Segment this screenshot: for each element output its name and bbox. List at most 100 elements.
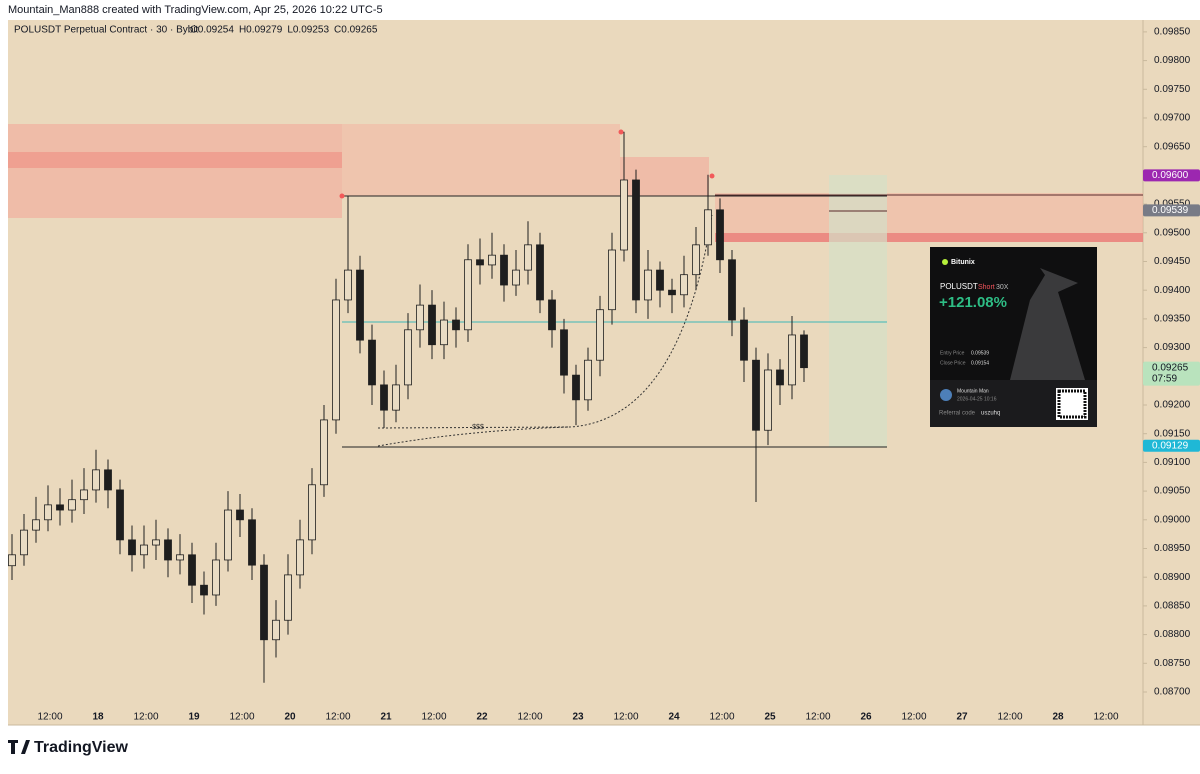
candle-body bbox=[20, 529, 28, 556]
x-tick-label: 12:00 bbox=[37, 712, 62, 723]
x-tick-label: 27 bbox=[956, 712, 968, 723]
supply-zone bbox=[342, 124, 620, 196]
x-tick-label: 12:00 bbox=[517, 712, 542, 723]
price-label: 0.09265 bbox=[1152, 362, 1189, 373]
y-tick-label: 0.08950 bbox=[1154, 543, 1191, 554]
candle-body bbox=[200, 584, 208, 596]
price-label: 0.09539 bbox=[1152, 205, 1189, 216]
y-tick-label: 0.09400 bbox=[1154, 285, 1191, 296]
pnl-card: Bitunix POLUSDT Short 30X +121.08% Entry… bbox=[930, 247, 1097, 427]
price-label-bg bbox=[1143, 361, 1200, 386]
candle-body bbox=[620, 179, 628, 251]
y-tick-label: 0.09550 bbox=[1154, 199, 1191, 210]
x-tick-label: 12:00 bbox=[805, 712, 830, 723]
chart-title: POLUSDT Perpetual Contract · 30 · Bybit bbox=[14, 25, 199, 36]
candle-body bbox=[104, 469, 112, 491]
supply-zone-core bbox=[8, 152, 342, 168]
liquidity-line bbox=[377, 426, 571, 429]
candle-body bbox=[212, 559, 220, 596]
y-tick-label: 0.09100 bbox=[1154, 457, 1191, 468]
candle-body bbox=[224, 509, 232, 561]
x-tick-label: 20 bbox=[284, 712, 296, 723]
x-tick-label: 12:00 bbox=[1093, 712, 1118, 723]
card-entry-label: Entry Price bbox=[940, 350, 965, 356]
x-axis: 12:00 18 12:00 19 12:00 20 12:00 21 12:00 22 12:00… bbox=[37, 712, 1118, 723]
card-close-label: Close Price bbox=[940, 360, 966, 366]
candle-body bbox=[680, 274, 688, 296]
x-tick-label: 22 bbox=[476, 712, 488, 723]
x-tick-label: 12:00 bbox=[421, 712, 446, 723]
candle-body bbox=[668, 289, 676, 296]
candle-body bbox=[248, 519, 256, 566]
qr-pattern bbox=[1057, 389, 1087, 419]
x-tick-label: 12:00 bbox=[325, 712, 350, 723]
ohlc-value: O0.09254 bbox=[190, 25, 234, 36]
swing-dot bbox=[618, 129, 624, 135]
price-label: 0.09129 bbox=[1152, 440, 1189, 451]
candle-body bbox=[260, 564, 268, 641]
price-label-bg bbox=[1143, 169, 1200, 182]
candle-body bbox=[560, 329, 568, 376]
y-tick-label: 0.08800 bbox=[1154, 629, 1191, 640]
candle-body bbox=[392, 384, 400, 411]
candle-body bbox=[416, 304, 424, 331]
candle-body bbox=[440, 319, 448, 346]
candle-body bbox=[320, 419, 328, 486]
x-tick-label: 18 bbox=[92, 712, 104, 723]
candle-body bbox=[692, 244, 700, 276]
candle-body bbox=[644, 269, 652, 301]
card-referral-label: Referral code bbox=[939, 411, 976, 417]
supply-zone-core bbox=[715, 233, 1143, 242]
candle-body bbox=[464, 259, 472, 331]
candle-body bbox=[584, 359, 592, 401]
x-tick-label: 12:00 bbox=[613, 712, 638, 723]
candle-body bbox=[44, 504, 52, 521]
candle-body bbox=[356, 269, 364, 341]
candle-body bbox=[188, 554, 196, 586]
qr-code bbox=[1056, 388, 1088, 420]
y-tick-label: 0.08850 bbox=[1154, 601, 1191, 612]
candle-body bbox=[572, 374, 580, 401]
price-label-bg bbox=[1143, 204, 1200, 217]
candle-body bbox=[428, 304, 436, 346]
y-tick-label: 0.09200 bbox=[1154, 400, 1191, 411]
y-tick-label: 0.09450 bbox=[1154, 256, 1191, 267]
header-text: Mountain_Man888 created with TradingView… bbox=[8, 4, 383, 16]
y-tick-label: 0.09700 bbox=[1154, 113, 1191, 124]
footer-logo bbox=[8, 740, 30, 754]
x-tick-label: 12:00 bbox=[133, 712, 158, 723]
x-tick-label: 12:00 bbox=[997, 712, 1022, 723]
swing-dot bbox=[339, 193, 345, 199]
candle-body bbox=[128, 539, 136, 556]
x-tick-label: 28 bbox=[1052, 712, 1064, 723]
candle-body bbox=[536, 244, 544, 301]
avatar bbox=[940, 389, 952, 401]
target-box bbox=[829, 175, 887, 447]
y-axis: 0.08700 0.08750 0.08800 0.08850 0.08900 0.089… bbox=[1143, 27, 1200, 698]
candle-body bbox=[332, 299, 340, 421]
candle-body bbox=[764, 369, 772, 431]
liquidity-curve bbox=[377, 214, 713, 447]
candle-body bbox=[656, 269, 664, 291]
price-label-bg bbox=[1143, 439, 1200, 452]
candle-body bbox=[56, 504, 64, 511]
ohlc-value: H0.09279 bbox=[239, 25, 283, 36]
card-figure bbox=[1010, 268, 1085, 380]
y-tick-label: 0.09800 bbox=[1154, 55, 1191, 66]
candle-body bbox=[164, 539, 172, 561]
ohlc-legend: O0.09254 H0.09279 L0.09253 C0.09265 bbox=[190, 25, 378, 36]
card-leverage: 30X bbox=[996, 284, 1009, 291]
x-tick-label: 12:00 bbox=[709, 712, 734, 723]
card-brand: Bitunix bbox=[951, 259, 975, 266]
candle-body bbox=[284, 574, 292, 621]
candle-body bbox=[596, 309, 604, 361]
y-tick-label: 0.09850 bbox=[1154, 27, 1191, 38]
candle-body bbox=[608, 249, 616, 311]
candle-body bbox=[740, 319, 748, 361]
card-referral: uszuhq bbox=[981, 411, 1000, 417]
candle-body bbox=[452, 319, 460, 331]
candle-body bbox=[8, 554, 16, 567]
candle-body bbox=[728, 259, 736, 321]
